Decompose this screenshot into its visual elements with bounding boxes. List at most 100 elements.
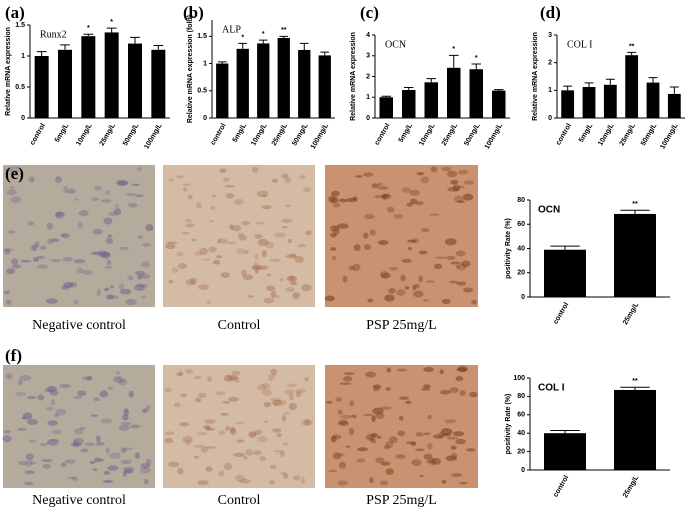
error-bar: [381, 95, 391, 98]
cell: [193, 376, 202, 380]
cell: [342, 275, 348, 283]
cell: [229, 426, 236, 434]
cell: [378, 240, 389, 246]
cell: [237, 233, 245, 237]
significance-mark: *: [241, 34, 244, 41]
cell: [59, 383, 71, 389]
cell: [287, 239, 292, 244]
cell: [288, 402, 297, 411]
x-tick-label: 5mg/L: [54, 122, 71, 144]
cell: [254, 253, 259, 261]
bar: [544, 433, 586, 470]
cell: [450, 261, 461, 265]
cell: [182, 435, 193, 444]
cell: [385, 468, 394, 475]
cell: [458, 185, 465, 189]
error-bar: [238, 42, 248, 49]
cell: [440, 428, 453, 436]
cell: [423, 367, 434, 372]
cell: [194, 251, 203, 256]
cell: [241, 220, 251, 226]
cell: [463, 180, 474, 185]
micrograph: [163, 165, 315, 307]
y-tick-label: 1: [366, 94, 370, 101]
cell: [372, 384, 382, 389]
cell: [329, 225, 340, 232]
error-bar: [36, 51, 47, 56]
error-bar: [494, 89, 504, 91]
error-bar: [258, 39, 268, 44]
cell: [46, 222, 54, 230]
bar: [402, 89, 416, 118]
bar: [614, 213, 656, 297]
cell: [384, 294, 395, 302]
cell: [228, 396, 239, 402]
significance-mark: *: [87, 25, 90, 32]
cell: [208, 246, 217, 253]
cell: [455, 375, 464, 382]
chart-title: COL I: [538, 383, 565, 394]
cell: [93, 397, 100, 402]
cell: [80, 448, 89, 453]
cell: [284, 177, 292, 184]
cell: [18, 460, 28, 466]
cell: [118, 378, 128, 386]
panel-label: (b): [183, 3, 204, 22]
cell: [120, 447, 127, 454]
micrograph: [163, 365, 315, 488]
cell: [115, 371, 121, 375]
cell: [11, 264, 22, 269]
error-bar: [449, 54, 459, 68]
significance-mark: **: [281, 27, 287, 34]
cell: [100, 199, 112, 203]
cell: [197, 392, 207, 399]
cell: [406, 239, 417, 243]
y-tick-label: 3: [366, 53, 370, 60]
cell: [62, 257, 73, 262]
cell: [398, 396, 410, 400]
cell: [114, 204, 119, 208]
x-tick-label: 10mg/L: [418, 122, 437, 147]
significance-mark: **: [632, 201, 638, 208]
cell: [103, 470, 111, 475]
cell: [234, 421, 245, 425]
micrograph-caption: PSP 25mg/L: [366, 493, 437, 508]
x-tick-label: 50mg/L: [463, 122, 482, 147]
cell: [71, 476, 78, 482]
cell: [2, 435, 12, 443]
error-bar: [550, 429, 580, 434]
cell: [121, 447, 133, 451]
cell: [194, 455, 199, 459]
cell: [114, 208, 122, 216]
cell: [270, 397, 281, 402]
cell: [100, 418, 113, 424]
cell: [282, 442, 289, 446]
cell: [411, 459, 422, 467]
cell: [218, 470, 225, 477]
cell: [103, 265, 113, 269]
error-bar: [60, 44, 70, 50]
cell: [220, 272, 230, 278]
x-tick-label: 100mg/L: [484, 122, 505, 151]
x-tick-label: control: [210, 122, 228, 146]
cell: [66, 188, 76, 194]
cell: [234, 198, 244, 205]
cell: [210, 205, 215, 210]
cell: [22, 412, 33, 420]
cell: [254, 234, 263, 239]
chart-title: ALP: [222, 24, 241, 35]
micrograph-background: [3, 365, 155, 488]
cell: [430, 166, 438, 173]
error-bar: [106, 27, 117, 33]
cell: [39, 245, 47, 250]
cell: [125, 298, 137, 306]
cell: [423, 453, 433, 460]
cell: [216, 254, 223, 259]
cell: [377, 182, 383, 187]
cell: [248, 431, 257, 438]
cell: [379, 480, 389, 486]
cell: [105, 237, 114, 245]
cell: [353, 244, 361, 252]
cell: [369, 229, 376, 236]
cell: [10, 185, 15, 189]
